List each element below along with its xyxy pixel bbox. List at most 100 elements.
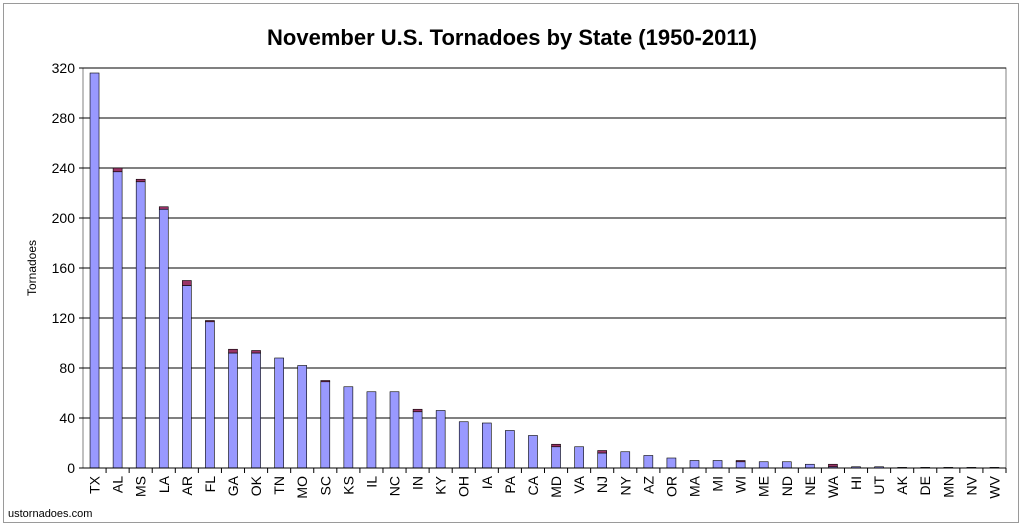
bar-ky-s0 — [435, 410, 446, 469]
bar-la-s0 — [158, 208, 169, 469]
bar-md-s0 — [551, 446, 561, 469]
bar-in-s0 — [412, 411, 423, 469]
x-tick-label: AZ — [640, 476, 656, 494]
bar-va-s0 — [574, 446, 584, 469]
y-tick-label: 120 — [52, 310, 76, 326]
bar-ms-s0 — [135, 181, 146, 469]
x-tick-label: LA — [156, 475, 172, 493]
bar-ks-s0 — [343, 386, 354, 469]
x-tick-label: TX — [87, 475, 103, 494]
x-tick-label: IL — [363, 476, 379, 488]
x-axis-ticks: TX AL MS LA AR FL GA OK TN MO SC KS IL NC IN KY OH IA PA CA… — [87, 468, 1007, 499]
bar-wi-s0 — [735, 461, 746, 469]
bar-sc-s1 — [320, 380, 331, 383]
x-tick-label: KY — [433, 475, 449, 494]
source-credit: ustornadoes.com — [8, 508, 92, 520]
x-tick-label: IA — [479, 475, 495, 489]
bar-ar-s1 — [182, 280, 192, 286]
bar-ia-s0 — [482, 422, 492, 469]
x-tick-label: KS — [340, 476, 356, 495]
y-tick-label: 320 — [52, 60, 76, 76]
x-tick-label: OK — [248, 475, 264, 496]
x-tick-label: MS — [133, 476, 149, 497]
y-tick-label: 240 — [52, 160, 76, 176]
bar-ok-s1 — [251, 350, 261, 354]
bar-nd-s0 — [781, 461, 792, 469]
bar-mi-s0 — [712, 460, 723, 469]
bar-wa-s1 — [828, 463, 838, 468]
x-tick-label: ND — [779, 476, 795, 496]
y-tick-label: 40 — [59, 410, 75, 426]
x-tick-label: NV — [963, 475, 979, 495]
x-tick-label: OR — [663, 476, 679, 497]
bar-ca-s0 — [528, 435, 538, 469]
bar-il-s0 — [366, 391, 377, 469]
x-tick-label: AL — [110, 476, 126, 493]
bar-me-s0 — [758, 461, 769, 469]
y-tick-label: 280 — [52, 110, 76, 126]
x-tick-label: MO — [294, 476, 310, 499]
bar-sc-s0 — [320, 381, 331, 469]
bar-nc-s0 — [389, 391, 400, 469]
x-tick-label: WV — [986, 475, 1002, 498]
bar-mo-s0 — [297, 365, 308, 469]
bar-or-s0 — [666, 457, 677, 469]
bar-oh-s0 — [458, 421, 469, 469]
bar-al-s0 — [112, 171, 123, 469]
y-axis-label: Tornadoes — [25, 240, 39, 296]
bar-ga-s0 — [228, 352, 238, 469]
x-tick-label: UT — [871, 476, 887, 495]
y-tick-label: 160 — [52, 260, 76, 276]
bar-tn-s0 — [274, 357, 284, 469]
bar-fl-s1 — [205, 320, 215, 323]
bar-az-s0 — [643, 455, 654, 469]
bar-in-s1 — [412, 408, 423, 413]
bar-pa-s0 — [505, 430, 515, 469]
bar-ok-s0 — [251, 352, 261, 469]
bar-fl-s0 — [205, 321, 215, 469]
x-tick-label: ME — [756, 476, 772, 497]
bar-ne-s0 — [805, 463, 815, 469]
x-tick-label: HI — [848, 476, 864, 490]
bar-nj-s1 — [597, 450, 607, 454]
x-tick-label: NE — [802, 476, 818, 495]
y-tick-label: 80 — [59, 360, 75, 376]
x-tick-label: MA — [686, 475, 702, 497]
x-tick-label: AR — [179, 476, 195, 495]
x-tick-label: TN — [271, 476, 287, 495]
bar-ma-s0 — [689, 460, 700, 469]
x-tick-label: OH — [456, 476, 472, 497]
y-tick-label: 200 — [52, 210, 76, 226]
x-tick-label: WA — [825, 475, 841, 498]
bar-tx-s0 — [89, 72, 100, 469]
x-tick-label: AK — [894, 475, 910, 494]
x-tick-label: VA — [571, 475, 587, 493]
x-tick-label: GA — [225, 475, 241, 496]
y-axis-ticks: 0 40 80 120 160 200 240 280 320 — [52, 60, 83, 476]
x-tick-label: FL — [202, 476, 218, 493]
chart-title: November U.S. Tornadoes by State (1950-2… — [267, 25, 757, 50]
x-tick-label: MD — [548, 476, 564, 498]
x-tick-label: NY — [617, 475, 633, 495]
bar-al-s1 — [112, 167, 123, 173]
bar-md-s1 — [551, 443, 561, 448]
bar-la-s1 — [158, 206, 169, 210]
x-tick-label: WI — [733, 476, 749, 493]
x-tick-label: CA — [525, 475, 541, 495]
bar-ar-s0 — [182, 285, 192, 469]
bar-ny-s0 — [620, 451, 631, 469]
x-tick-label: NJ — [594, 476, 610, 493]
x-tick-label: SC — [317, 476, 333, 495]
bar-wi-s1 — [735, 460, 746, 463]
x-tick-label: MN — [940, 476, 956, 498]
bar-ga-s1 — [228, 348, 238, 354]
bar-nj-s0 — [597, 452, 607, 469]
x-tick-label: NC — [387, 476, 403, 496]
x-tick-label: IN — [410, 476, 426, 490]
y-tick-label: 0 — [67, 460, 75, 476]
bar-ms-s1 — [135, 178, 146, 183]
x-tick-label: MI — [710, 476, 726, 492]
x-tick-label: PA — [502, 475, 518, 493]
x-tick-label: DE — [917, 476, 933, 495]
